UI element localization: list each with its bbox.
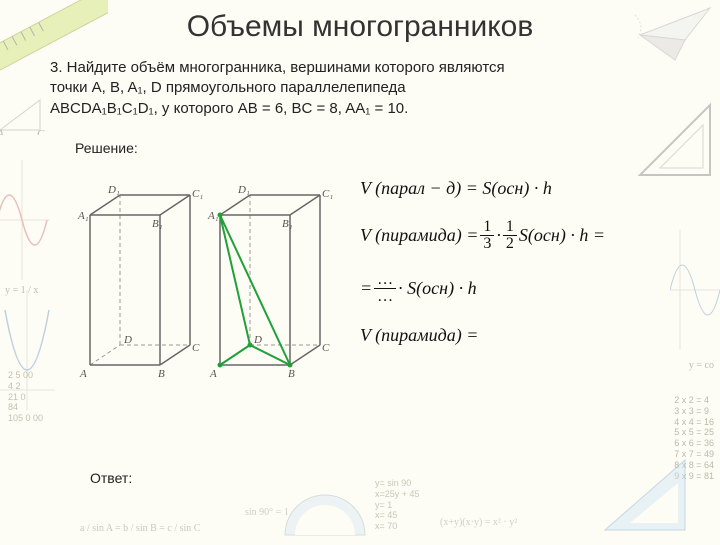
page-title: Объемы многогранников [0, 10, 720, 44]
svg-text:A: A [0, 128, 4, 135]
svg-text:D: D [123, 334, 132, 346]
problem-line: 3. Найдите объём многогранника, вершинам… [50, 58, 640, 78]
parabola-deco [0, 290, 55, 415]
svg-text:C: C [37, 128, 45, 135]
solution-label: Решение: [75, 140, 138, 156]
nums-deco: 2 5 004 221 084105 0 00 [8, 370, 43, 424]
svg-text:B₁: B₁ [282, 218, 293, 230]
diagrams: A₁ B₁ C₁ D₁ A B C D [70, 155, 340, 420]
small-tri-left-deco: AC [0, 95, 45, 140]
formulas-block: V (парал − д) = S(осн) · h V (пирамида) … [360, 178, 700, 366]
answer-label: Ответ: [90, 470, 132, 486]
svg-text:B: B [158, 368, 165, 380]
times-table-deco: 2 x 2 = 43 x 3 = 9 4 x 4 = 165 x 5 = 25 … [674, 395, 714, 481]
svg-text:B: B [288, 368, 295, 380]
svg-text:C: C [322, 342, 330, 354]
formula-4: V (пирамида) = [360, 325, 700, 346]
svg-text:A₁: A₁ [207, 210, 219, 222]
setsquare-bottom-deco [600, 455, 690, 540]
fraction-1-2: 12 [503, 219, 517, 252]
setsquare-right-deco [635, 100, 715, 185]
svg-text:A: A [79, 368, 87, 380]
problem-statement: 3. Найдите объём многогранника, вершинам… [50, 58, 640, 119]
svg-text:B₁: B₁ [152, 218, 163, 230]
svg-text:D₁: D₁ [107, 184, 120, 196]
quad-deco: (x+y)(x·y) = x² · y² [440, 517, 517, 528]
svg-text:A: A [209, 368, 217, 380]
svg-text:C₁: C₁ [322, 188, 333, 200]
eq-y1x-deco: y = 1 / x [5, 285, 38, 296]
formula-1: V (парал − д) = S(осн) · h [360, 178, 700, 199]
problem-line: точки A, B, A₁, D прямоугольного паралле… [50, 78, 640, 98]
svg-text:A₁: A₁ [77, 210, 89, 222]
svg-text:D₁: D₁ [237, 184, 250, 196]
svg-text:D: D [253, 334, 262, 346]
small-eqs-deco: y= sin 90x=25y + 45y= 1x= 45x= 70 [375, 478, 420, 532]
protractor-deco [280, 490, 370, 545]
svg-text:C: C [192, 342, 200, 354]
formula-2: V (пирамида) = 13 · 12 S(осн) · h = [360, 219, 700, 252]
svg-text:C₁: C₁ [192, 188, 203, 200]
problem-line: ABCDA₁B₁C₁D₁, у которого AB = 6, BC = 8,… [50, 99, 640, 119]
formula-3: = …… · S(осн) · h [360, 272, 700, 305]
fraction-ellipsis: …… [374, 272, 396, 305]
sine-axes-deco [0, 160, 50, 285]
sines-law-deco: a / sin A = b / sin B = c / sin C [80, 523, 200, 534]
sin90-deco: sin 90° = 1 [245, 507, 289, 518]
fraction-1-3: 13 [480, 219, 494, 252]
